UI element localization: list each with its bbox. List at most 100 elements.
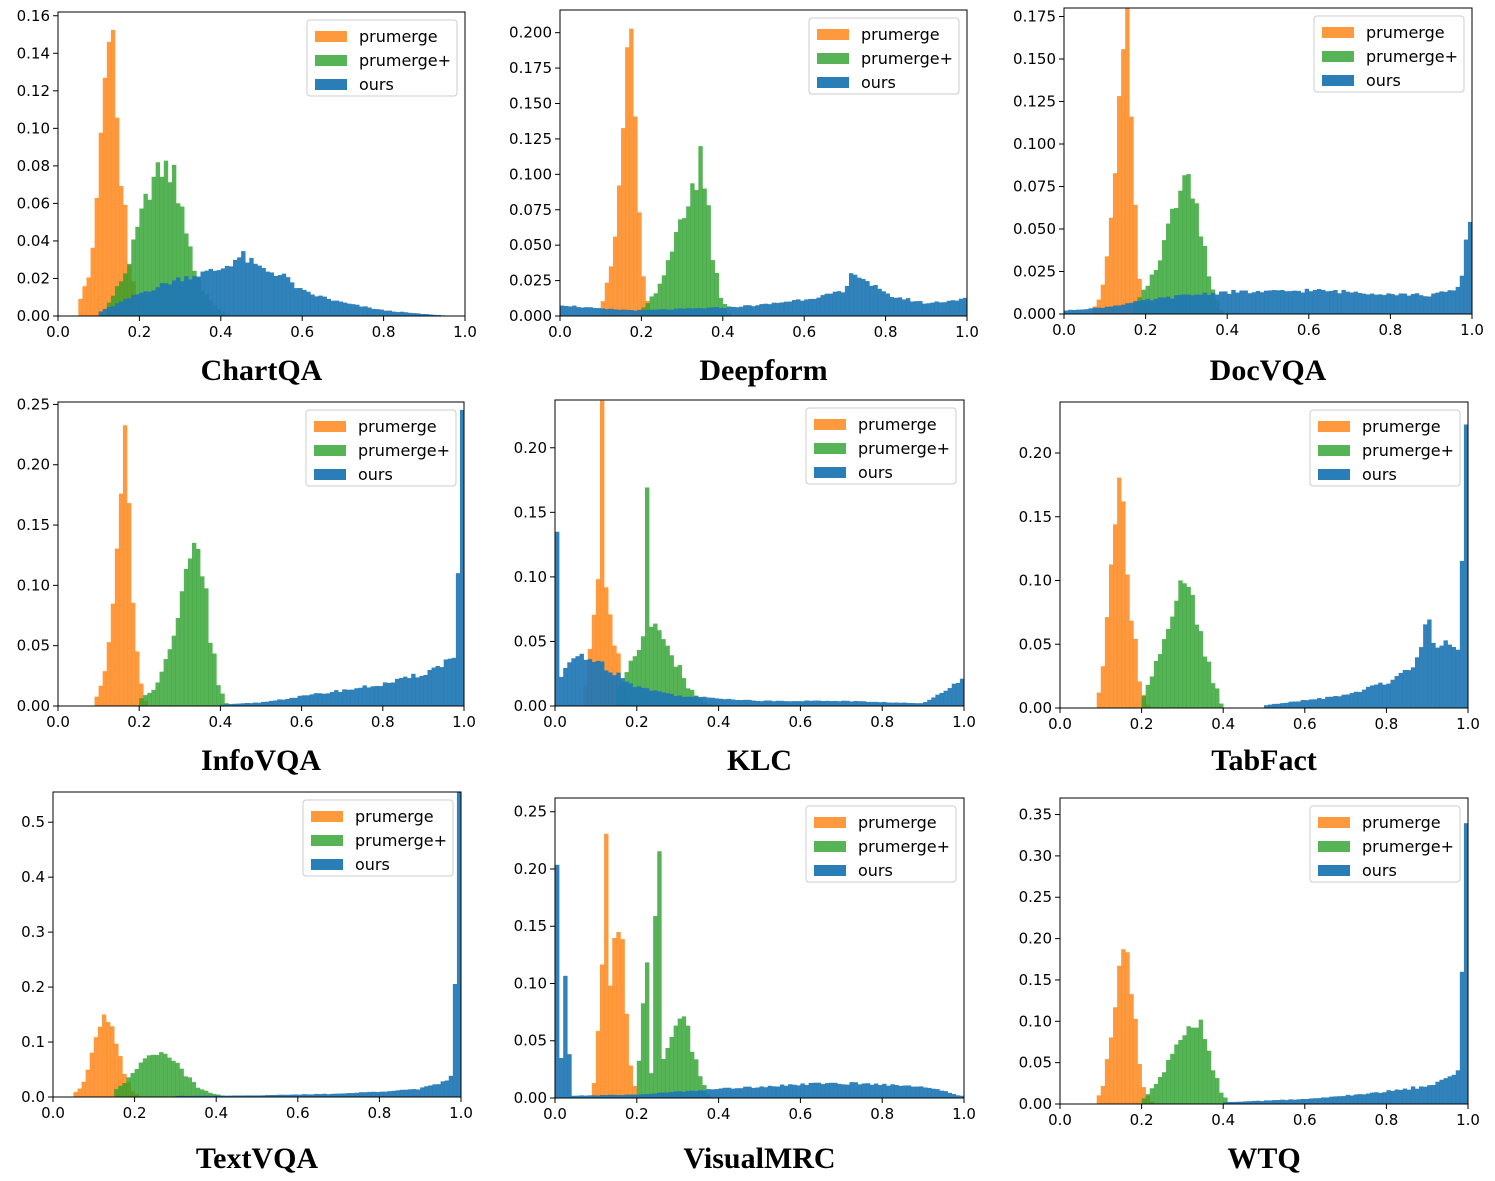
x-tick-label: 0.0 [543, 713, 567, 731]
histogram-bar [249, 257, 254, 316]
histogram-bar [1170, 298, 1175, 314]
histogram-bar [1239, 290, 1244, 314]
y-tick-label: 0.10 [17, 119, 50, 137]
histogram-bar [599, 661, 605, 706]
histogram-bar [180, 206, 185, 316]
histogram-bar [216, 685, 221, 706]
histogram-bar [1194, 1027, 1200, 1104]
histogram-bar [241, 251, 246, 316]
y-tick-label: 0.050 [509, 236, 552, 254]
histogram-bar [595, 579, 601, 706]
legend-label: prumerge [1362, 813, 1441, 832]
histogram-bar [682, 218, 687, 316]
histogram-bar [212, 653, 217, 706]
histogram-bar [584, 307, 589, 316]
series-prumerge-plus [616, 487, 719, 706]
histogram-bar [399, 311, 405, 316]
histogram-bar [637, 309, 642, 316]
histogram-bar [1288, 701, 1293, 708]
histogram-bar [146, 1055, 152, 1097]
histogram-bar [677, 695, 683, 706]
histogram-bar [82, 286, 87, 316]
x-tick-label: 0.2 [123, 1104, 147, 1122]
histogram-bar [1170, 616, 1175, 708]
histogram-bar [559, 676, 564, 706]
histogram-bar [714, 272, 720, 316]
histogram-bar [285, 277, 291, 316]
legend-swatch [814, 443, 846, 454]
histogram-bar [354, 1092, 360, 1097]
histogram-bar [816, 297, 821, 316]
histogram-bar [739, 700, 744, 706]
histogram-bar [604, 1095, 609, 1098]
x-tick-label: 0.0 [1048, 715, 1072, 733]
histogram-bar [444, 1080, 450, 1097]
histogram-bar [702, 188, 707, 316]
histogram-bar [139, 698, 144, 706]
histogram-bar [1280, 703, 1285, 708]
histogram-bar [657, 283, 663, 316]
histogram-bar [779, 700, 785, 706]
histogram-bar [1182, 1035, 1187, 1104]
histogram-bar [1284, 291, 1289, 314]
histogram-bar [694, 190, 699, 316]
histogram-bar [85, 1069, 91, 1097]
histogram-bar [653, 293, 658, 316]
histogram-bar [1317, 698, 1322, 708]
histogram-bar [788, 1084, 793, 1098]
histogram-bar [657, 630, 662, 706]
histogram-bar [886, 1085, 891, 1098]
series-ours [1064, 221, 1473, 314]
histogram-bar [106, 1022, 111, 1097]
histogram-bar [448, 1075, 454, 1097]
histogram-bar [702, 308, 707, 316]
legend-label: prumerge+ [858, 837, 950, 856]
y-tick-label: 0.20 [514, 439, 547, 457]
histogram-bar [281, 699, 286, 706]
histogram-bar [898, 1085, 903, 1098]
histogram-bar [653, 690, 658, 706]
histogram-bar [1166, 1059, 1171, 1104]
histogram-bar [572, 305, 577, 316]
histogram-bar [1161, 297, 1167, 314]
histogram-bar [240, 1095, 246, 1097]
histogram-bar [833, 700, 838, 706]
histogram-bar [420, 314, 425, 316]
histogram-bar [759, 701, 764, 706]
histogram-bar [1255, 1100, 1261, 1104]
y-tick-label: 0.10 [1019, 572, 1052, 590]
histogram-bar [224, 1095, 229, 1097]
histogram-bar [334, 690, 339, 706]
histogram-bar [820, 701, 826, 706]
histogram-bar [918, 301, 923, 316]
histogram-bar [1117, 477, 1122, 708]
histogram-bar [1141, 696, 1146, 708]
histogram-bar [1390, 679, 1395, 708]
legend-label: prumerge+ [858, 439, 950, 458]
histogram-bar [755, 305, 760, 316]
histogram-bar [1341, 694, 1346, 708]
histogram-bar [232, 1095, 237, 1097]
panel-title: VisualMRC [683, 1142, 835, 1175]
histogram-bar [102, 77, 108, 316]
histogram-bar [1349, 292, 1354, 314]
histogram-bar [1451, 290, 1456, 314]
x-tick-label: 0.6 [286, 1104, 310, 1122]
histogram-bar [579, 653, 584, 706]
histogram-bar [1108, 306, 1114, 314]
histogram-bar [86, 277, 91, 316]
histogram-bar [147, 199, 152, 316]
histogram-bar [1190, 594, 1195, 708]
histogram-bar [767, 700, 773, 706]
histogram-bar [604, 670, 609, 706]
histogram-bar [1304, 1098, 1310, 1104]
histogram-bar [187, 558, 193, 706]
histogram-bar [1353, 291, 1359, 314]
histogram-bar [1386, 683, 1391, 708]
histogram-bar [857, 1084, 863, 1098]
histogram-bar [841, 700, 846, 706]
histogram-bar [200, 576, 205, 706]
histogram-bar [1443, 640, 1448, 708]
legend-swatch [1318, 421, 1350, 432]
series-prumerge-plus [1141, 1019, 1232, 1104]
